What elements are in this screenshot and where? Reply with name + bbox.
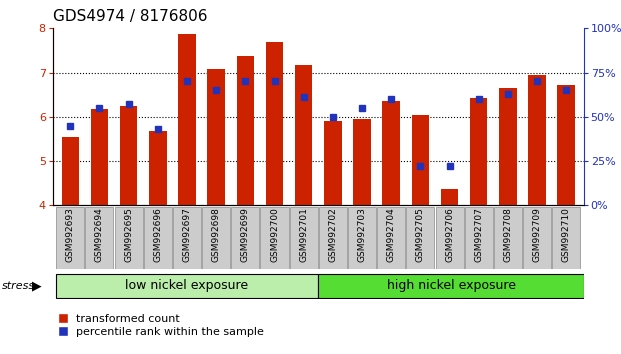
Text: GSM992705: GSM992705 (416, 207, 425, 262)
FancyBboxPatch shape (57, 207, 84, 269)
FancyBboxPatch shape (523, 207, 551, 269)
FancyBboxPatch shape (202, 207, 230, 269)
FancyBboxPatch shape (319, 207, 347, 269)
FancyBboxPatch shape (406, 207, 434, 269)
Text: GSM992699: GSM992699 (241, 207, 250, 262)
Text: GSM992695: GSM992695 (124, 207, 133, 262)
Text: GSM992701: GSM992701 (299, 207, 308, 262)
FancyBboxPatch shape (173, 207, 201, 269)
Text: GSM992697: GSM992697 (183, 207, 191, 262)
Bar (207, 69, 225, 205)
Bar (499, 88, 517, 205)
Bar (295, 65, 312, 205)
Bar (178, 34, 196, 205)
FancyBboxPatch shape (318, 274, 584, 298)
Text: GSM992709: GSM992709 (533, 207, 542, 262)
Text: GSM992703: GSM992703 (358, 207, 366, 262)
FancyBboxPatch shape (435, 207, 463, 269)
Legend: transformed count, percentile rank within the sample: transformed count, percentile rank withi… (58, 314, 264, 337)
Bar (266, 42, 283, 205)
Text: stress: stress (2, 281, 35, 291)
FancyBboxPatch shape (56, 274, 318, 298)
FancyBboxPatch shape (552, 207, 580, 269)
Bar (558, 85, 575, 205)
Bar (324, 121, 342, 205)
FancyBboxPatch shape (115, 207, 143, 269)
Text: GSM992693: GSM992693 (66, 207, 75, 262)
Bar (237, 56, 254, 205)
Bar (528, 75, 546, 205)
FancyBboxPatch shape (348, 207, 376, 269)
FancyBboxPatch shape (289, 207, 318, 269)
Bar (441, 188, 458, 205)
Bar (412, 115, 429, 205)
FancyBboxPatch shape (377, 207, 405, 269)
FancyBboxPatch shape (494, 207, 522, 269)
Text: GSM992704: GSM992704 (387, 207, 396, 262)
Text: GSM992710: GSM992710 (562, 207, 571, 262)
Text: GSM992707: GSM992707 (474, 207, 483, 262)
Bar (120, 106, 137, 205)
Bar (383, 101, 400, 205)
Bar (149, 131, 166, 205)
FancyBboxPatch shape (144, 207, 172, 269)
FancyBboxPatch shape (465, 207, 492, 269)
Bar (353, 119, 371, 205)
Text: ▶: ▶ (32, 280, 42, 292)
Text: GSM992702: GSM992702 (329, 207, 337, 262)
Text: GSM992700: GSM992700 (270, 207, 279, 262)
FancyBboxPatch shape (232, 207, 260, 269)
Text: low nickel exposure: low nickel exposure (125, 279, 248, 292)
Text: GSM992694: GSM992694 (95, 207, 104, 262)
Bar (91, 109, 108, 205)
FancyBboxPatch shape (260, 207, 289, 269)
FancyBboxPatch shape (86, 207, 114, 269)
Text: GSM992698: GSM992698 (212, 207, 220, 262)
Text: GSM992708: GSM992708 (504, 207, 512, 262)
Text: GSM992696: GSM992696 (153, 207, 162, 262)
Text: GDS4974 / 8176806: GDS4974 / 8176806 (53, 9, 207, 24)
Text: GSM992706: GSM992706 (445, 207, 454, 262)
Bar (61, 137, 79, 205)
Bar (470, 98, 487, 205)
Text: high nickel exposure: high nickel exposure (386, 279, 515, 292)
